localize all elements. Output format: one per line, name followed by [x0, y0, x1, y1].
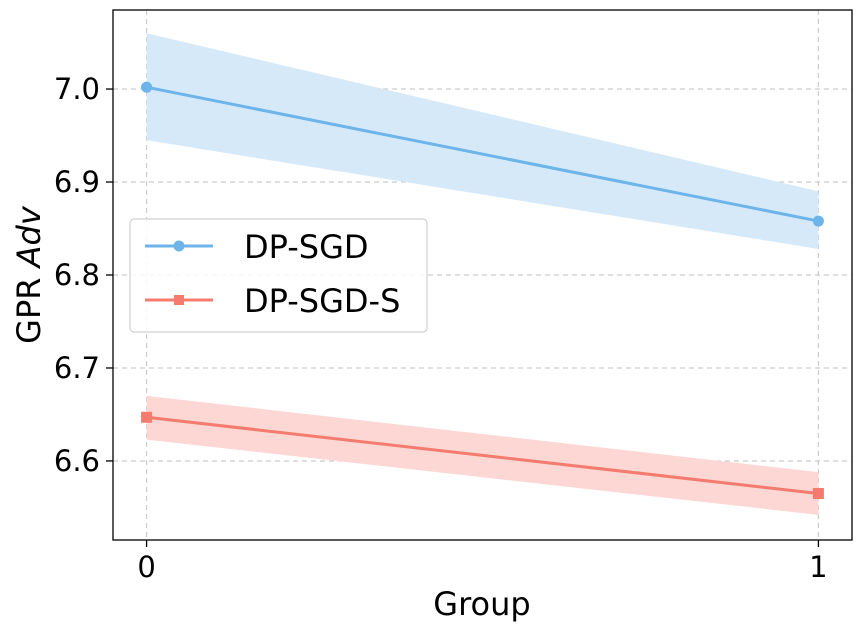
point-dp-sgd	[812, 215, 824, 227]
y-tick-label: 6.9	[54, 165, 100, 199]
x-tick-label: 0	[137, 550, 155, 584]
point-dp-sgd-s	[812, 488, 824, 500]
line-dp-sgd-s	[146, 415, 819, 495]
legend-label-dp-sgd-s: DP-SGD-S	[244, 282, 400, 320]
x-axis-label: Group	[433, 585, 530, 623]
y-tick-label: 6.8	[54, 258, 100, 292]
line-dp-sgd	[146, 85, 819, 223]
series-lines	[146, 85, 819, 495]
legend-marker-dp-sgd	[173, 240, 185, 252]
y-axis-label-italic: Adv	[10, 205, 48, 269]
y-tick-label: 6.6	[54, 444, 100, 478]
y-axis-label-prefix: GPR	[10, 267, 48, 344]
legend-label-dp-sgd: DP-SGD	[244, 228, 369, 266]
point-dp-sgd-s	[141, 411, 153, 423]
legend-marker-dp-sgd-s	[174, 295, 184, 305]
y-axis-ticks: 6.6 6.7 6.8 6.9 7.0	[54, 72, 113, 478]
x-tick-label: 1	[809, 550, 827, 584]
y-tick-label: 6.7	[54, 351, 100, 385]
y-tick-label: 7.0	[54, 72, 100, 106]
y-axis-label: GPR Adv	[10, 205, 48, 344]
series-markers	[141, 81, 824, 500]
band-dp-sgd	[146, 33, 819, 249]
point-dp-sgd	[141, 81, 153, 93]
legend: DP-SGD DP-SGD-S	[129, 218, 428, 333]
